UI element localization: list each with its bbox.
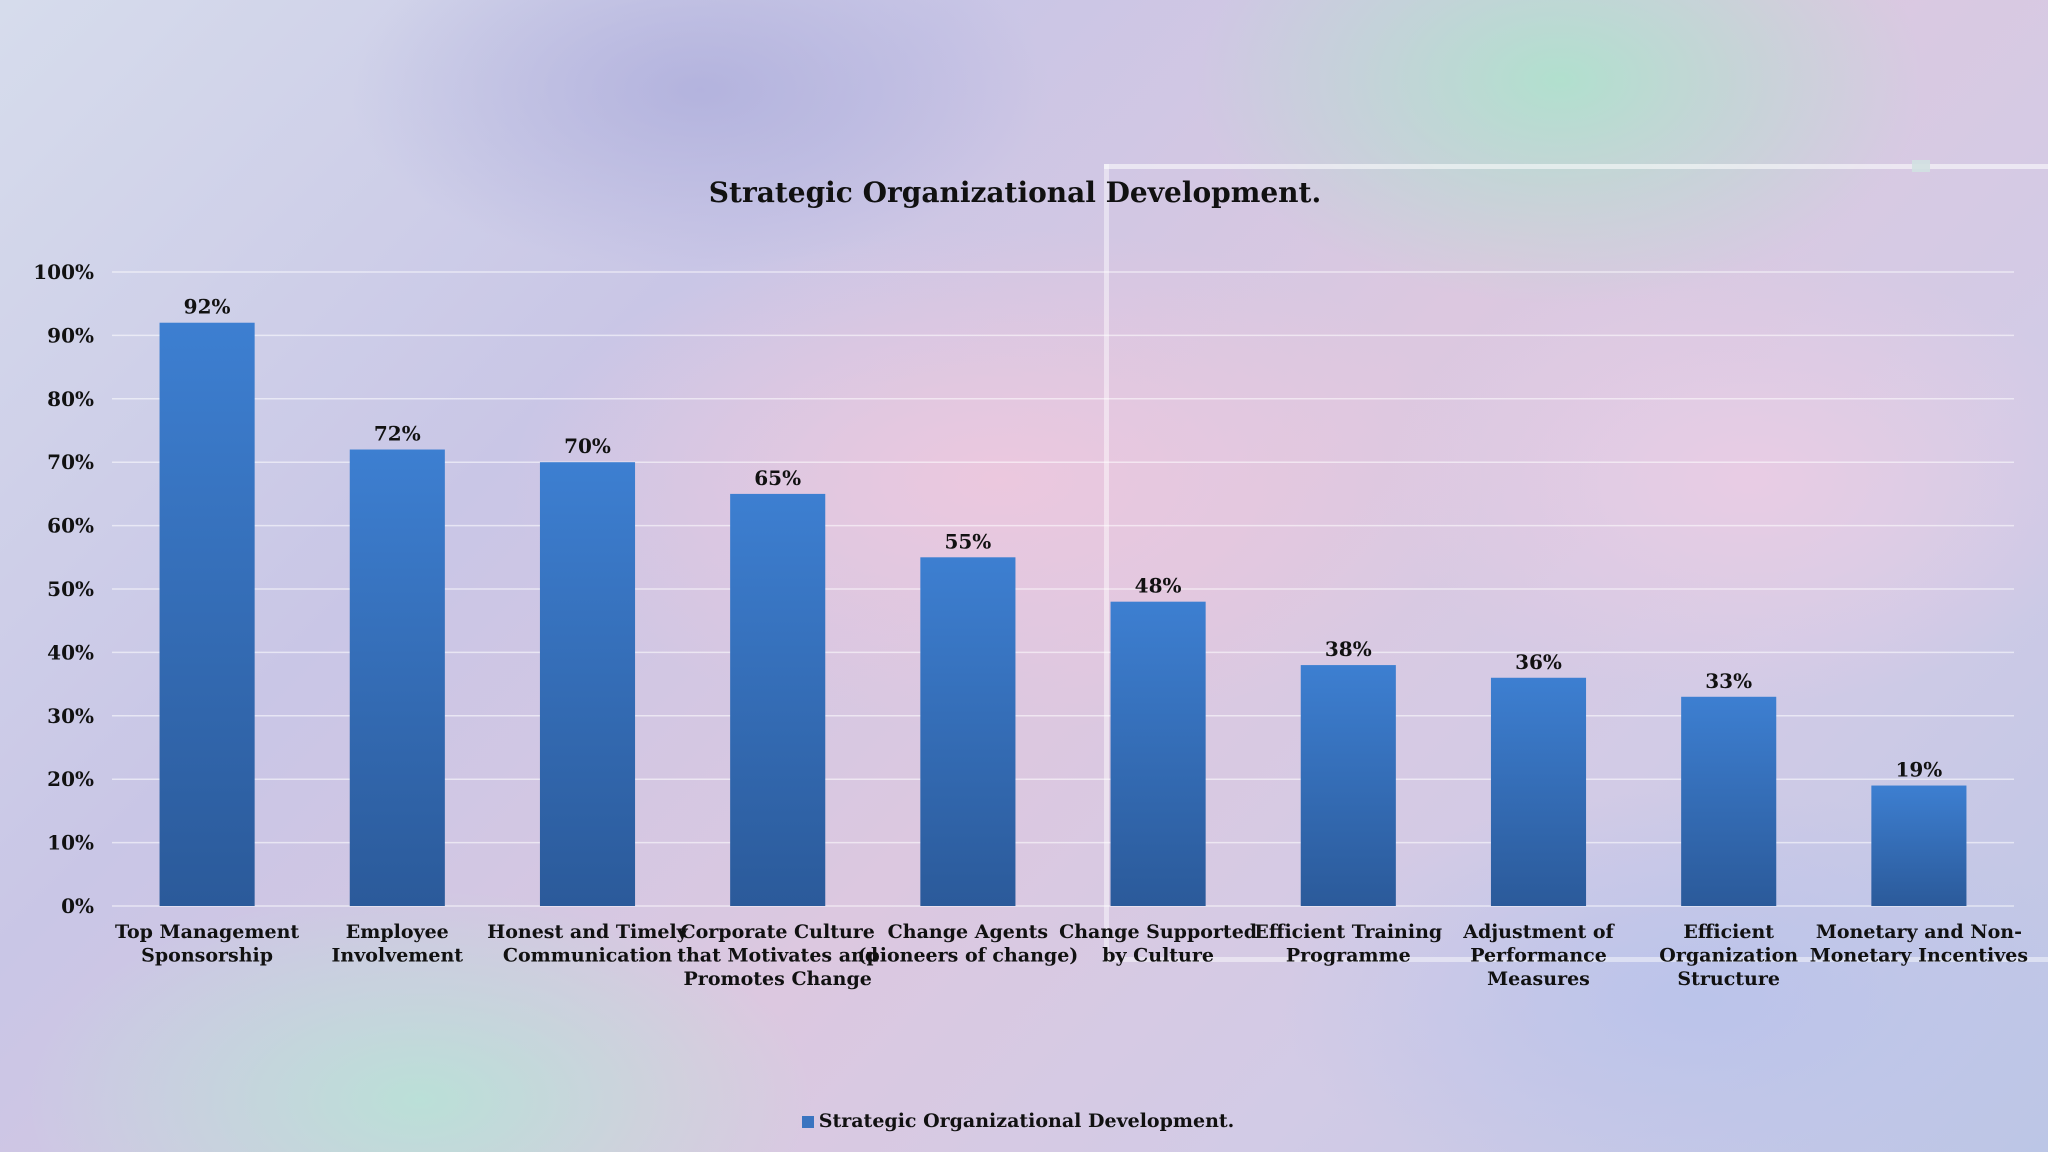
data-label: 65% (754, 466, 801, 490)
y-tick-label: 20% (47, 767, 94, 791)
decorative-frame-top (1104, 164, 2048, 169)
x-tick-label: Monetary and Non- (1816, 921, 2022, 943)
x-tick-label: Honest and Timely (487, 921, 688, 943)
bar (1490, 677, 1587, 906)
x-tick-label: Organization (1659, 945, 1798, 967)
x-tick-label: Monetary Incentives (1810, 945, 2028, 967)
y-tick-label: 40% (47, 640, 94, 664)
data-label: 19% (1895, 758, 1942, 782)
bar (159, 322, 255, 907)
x-tick-label: that Motivates and (677, 945, 878, 967)
y-tick-label: 80% (47, 387, 94, 411)
data-label: 70% (564, 434, 611, 458)
legend-label: Strategic Organizational Development. (818, 1110, 1235, 1132)
x-tick-label: Corporate Culture (680, 921, 874, 943)
data-label: 38% (1325, 637, 1372, 661)
decorative-frame-bottom (1104, 957, 2048, 962)
x-tick-label: Involvement (332, 945, 464, 967)
y-tick-label: 90% (47, 323, 94, 347)
bar (539, 462, 636, 906)
x-tick-label: by Culture (1102, 945, 1214, 967)
y-tick-label: 70% (47, 450, 94, 474)
x-tick-label: Performance (1470, 945, 1607, 967)
chart-title: Strategic Organizational Development. (708, 176, 1322, 209)
decorative-frame-gap (1912, 160, 1930, 172)
legend-swatch (801, 1116, 814, 1128)
x-tick-label: Measures (1487, 968, 1590, 990)
x-tick-label: Promotes Change (684, 968, 872, 990)
x-tick-label: Top Management (115, 921, 299, 943)
data-label: 72% (374, 422, 421, 446)
x-tick-label: Change Supported (1059, 921, 1257, 943)
y-tick-label: 10% (47, 831, 94, 855)
data-label: 36% (1515, 650, 1562, 674)
x-tick-label: Adjustment of (1462, 921, 1615, 943)
bar (1871, 785, 1967, 906)
bar (349, 449, 445, 906)
x-tick-label: Efficient Training (1254, 921, 1442, 943)
bar (920, 557, 1016, 906)
y-tick-label: 100% (33, 260, 94, 284)
data-label: 48% (1135, 574, 1182, 598)
x-tick-label: (pioneers of change) (857, 945, 1078, 967)
x-tick-label: Structure (1677, 968, 1780, 990)
decorative-frame-left (1104, 164, 1109, 962)
y-tick-label: 50% (47, 577, 94, 601)
x-tick-label: Employee (346, 921, 449, 943)
x-tick-label: Change Agents (888, 921, 1048, 943)
data-label: 55% (944, 529, 991, 553)
x-tick-label: Sponsorship (141, 945, 273, 967)
chart-legend: Strategic Organizational Development. (0, 1110, 2036, 1132)
bar (1681, 696, 1777, 906)
data-label: 92% (184, 295, 231, 319)
bar (730, 493, 826, 906)
y-tick-label: 60% (47, 514, 94, 538)
x-tick-label: Communication (503, 945, 672, 967)
data-label: 33% (1705, 669, 1752, 693)
y-tick-label: 30% (47, 704, 94, 728)
y-tick-label: 0% (61, 894, 94, 918)
x-tick-label: Efficient (1683, 921, 1774, 943)
bar (1110, 601, 1206, 906)
x-tick-label: Programme (1286, 945, 1411, 967)
bar (1300, 665, 1396, 906)
